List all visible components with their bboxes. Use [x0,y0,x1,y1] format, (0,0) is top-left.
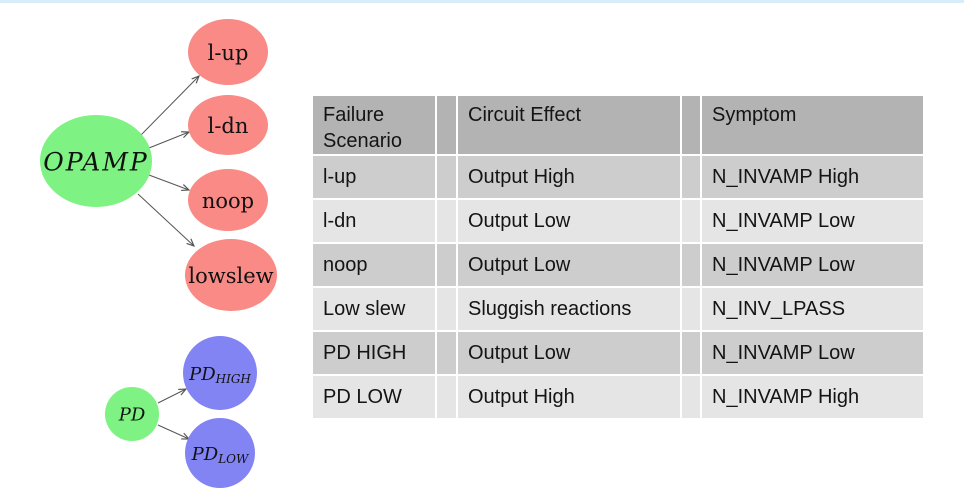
spacer-cell [437,376,456,418]
pd-high-main-text: PD [188,364,216,385]
cell-symptom: N_INVAMP High [702,376,923,418]
noop-node [188,169,268,231]
window-top-border [0,0,964,3]
edge-opamp-noop [148,174,189,190]
cell-circuit-effect: Output Low [458,200,680,242]
edge-pd-low [157,424,189,439]
cell-failure-scenario: PD LOW [313,376,435,418]
pd-low-subscript-text: LOW [217,452,250,466]
pd-low-main-text: PD [191,444,219,465]
spacer-cell [682,244,700,286]
lowslew-node [185,239,277,311]
cell-failure-scenario: noop [313,244,435,286]
spacer-cell [682,200,700,242]
header-spacer-1 [437,96,456,154]
cell-symptom: N_INVAMP High [702,156,923,198]
pd-node [105,387,159,441]
edge-pd-high [157,389,186,404]
cell-circuit-effect: Output Low [458,332,680,374]
edge-opamp-lup [139,76,199,137]
spacer-cell [437,288,456,330]
edge-opamp-lowslew [137,193,194,246]
spacer-cell [437,332,456,374]
cell-circuit-effect: Output Low [458,244,680,286]
opamp-node-label: OPAMP [43,148,149,177]
spacer-cell [437,244,456,286]
cell-circuit-effect: Sluggish reactions [458,288,680,330]
pd-high-subscript-text: HIGH [215,372,252,386]
cell-circuit-effect: Output High [458,156,680,198]
edge-opamp-ldn [148,132,189,149]
failure-scenario-table: Failure Scenario Circuit Effect Symptom … [313,96,923,418]
lowslew-node-label: lowslew [188,264,273,288]
spacer-cell [437,156,456,198]
cell-failure-scenario: PD HIGH [313,332,435,374]
cell-failure-scenario: l-up [313,156,435,198]
pd-high-node [183,336,257,410]
pd-low-node-label: PDLOW [191,444,250,467]
cell-symptom: N_INV_LPASS [702,288,923,330]
cell-circuit-effect: Output High [458,376,680,418]
cell-symptom: N_INVAMP Low [702,200,923,242]
pd-high-node-label: PDHIGH [188,364,251,387]
lup-node [188,19,268,85]
header-symptom: Symptom [702,96,923,154]
header-spacer-2 [682,96,700,154]
opamp-edges [137,76,199,246]
header-circuit-effect: Circuit Effect [458,96,680,154]
ldn-node [188,95,268,155]
cell-symptom: N_INVAMP Low [702,244,923,286]
spacer-cell [682,376,700,418]
spacer-cell [682,332,700,374]
opamp-node [40,115,152,207]
pd-low-node [185,418,255,488]
fault-tree-diagram: OPAMP l-up l-dn noop lowslew PD PDHIGH P… [40,19,277,488]
pd-edges [157,389,189,439]
noop-node-label: noop [202,189,254,213]
cell-symptom: N_INVAMP Low [702,332,923,374]
cell-failure-scenario: Low slew [313,288,435,330]
cell-failure-scenario: l-dn [313,200,435,242]
lup-node-label: l-up [208,41,249,65]
header-failure-scenario: Failure Scenario [313,96,435,154]
pd-node-label: PD [118,405,146,426]
spacer-cell [682,156,700,198]
spacer-cell [437,200,456,242]
spacer-cell [682,288,700,330]
ldn-node-label: l-dn [208,114,249,138]
